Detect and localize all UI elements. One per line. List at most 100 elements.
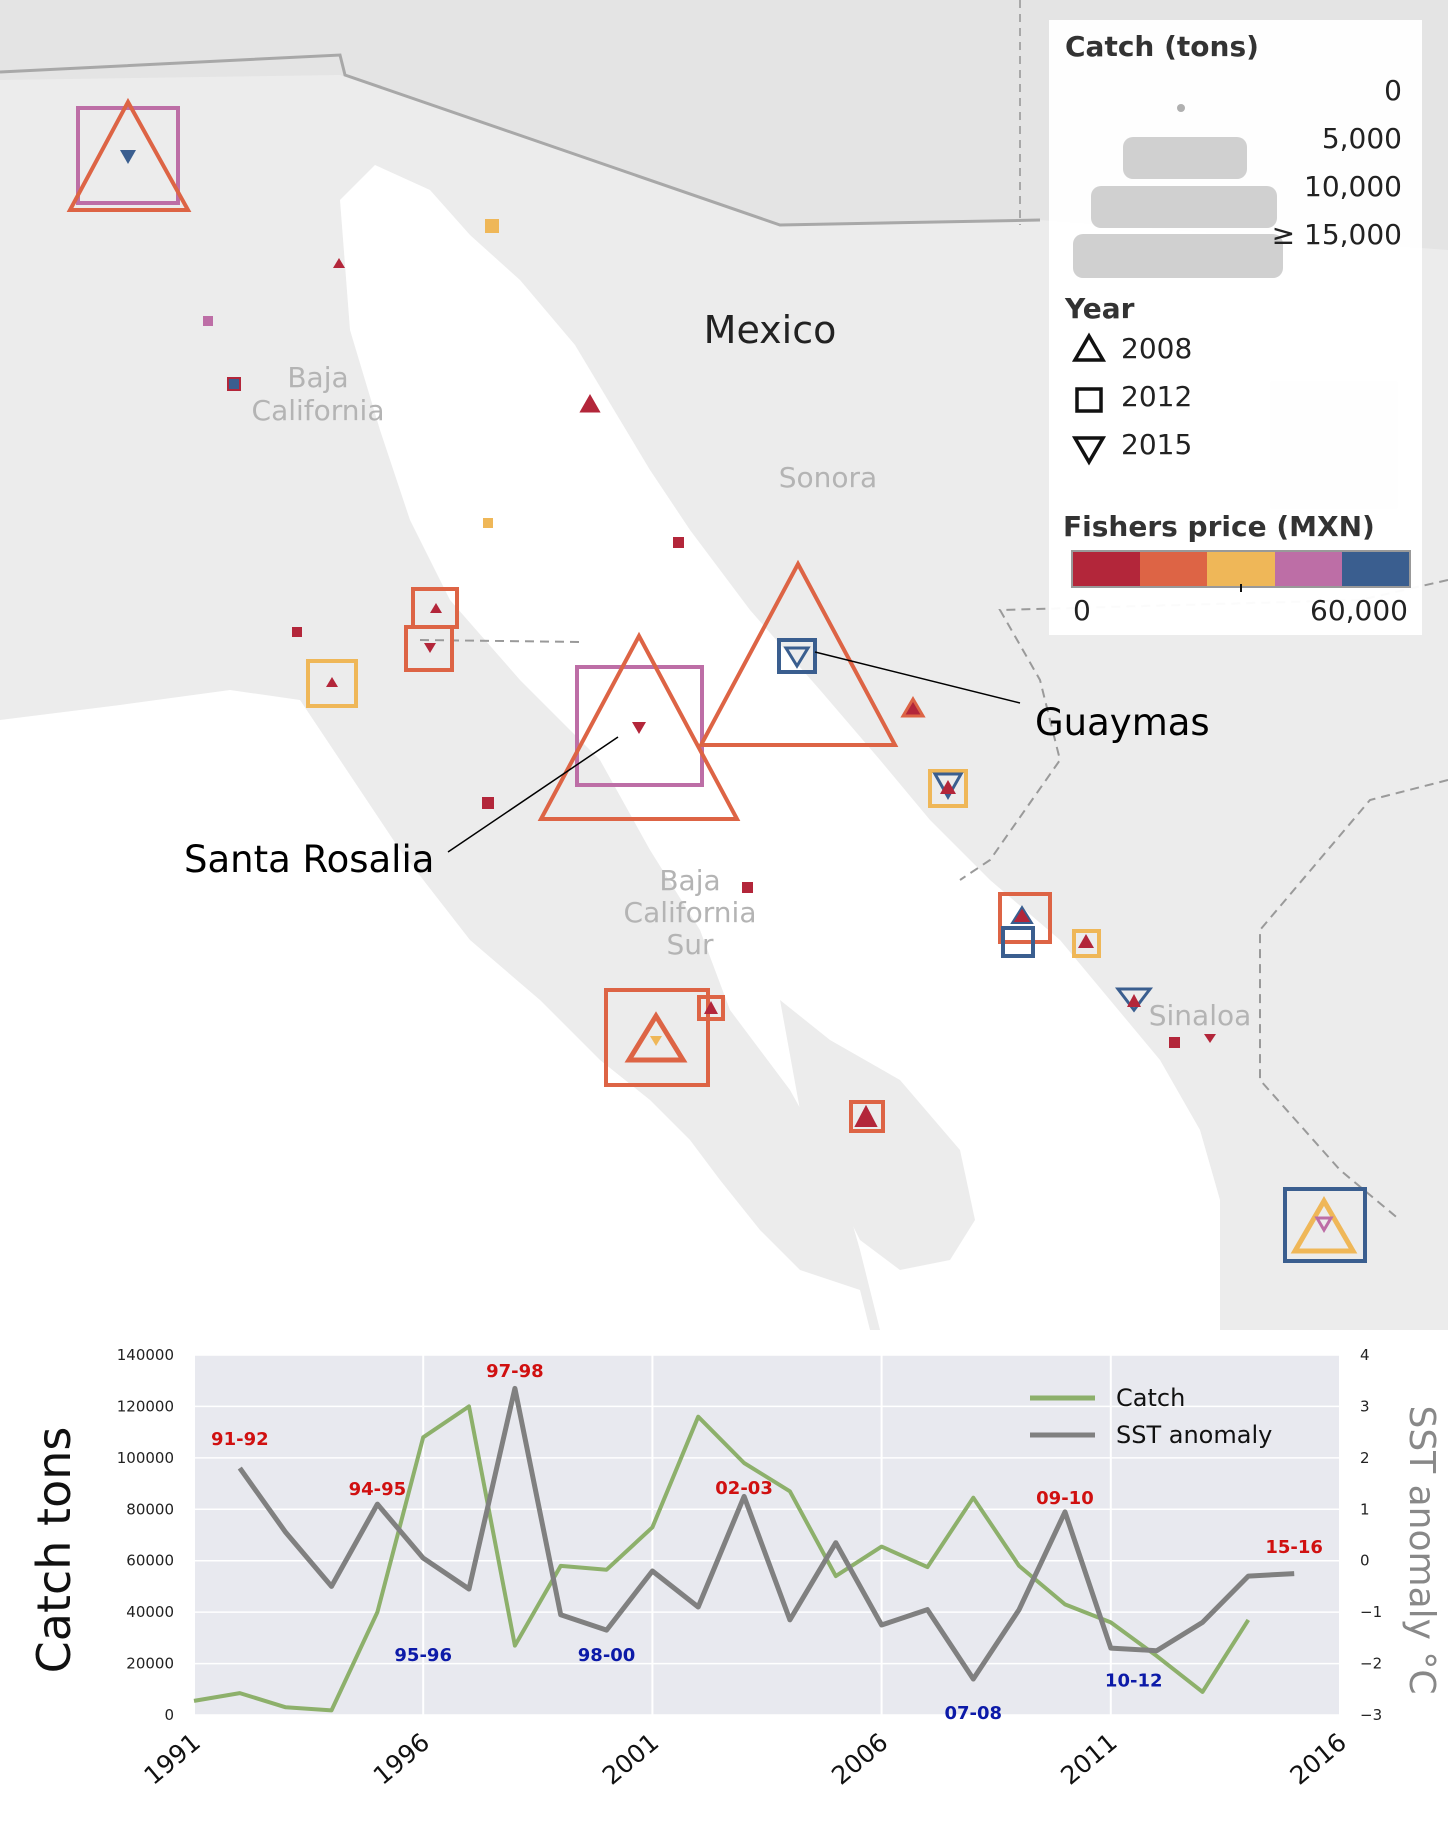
plot-area: [194, 1355, 1340, 1715]
marker-bc-10-2012[interactable]: [306, 659, 358, 708]
legend-year-2008: 2008: [1121, 332, 1193, 365]
marker-se-2015[interactable]: [1314, 1216, 1334, 1233]
period-annotation-0: 91-92: [211, 1429, 269, 1450]
legend-catch-level-15000: ≥ 15,000: [1271, 218, 1402, 251]
legend-price-min: 0: [1073, 594, 1091, 627]
marker-bcs-3-2012[interactable]: [604, 988, 710, 1087]
marker-bc-4[interactable]: [485, 219, 499, 233]
state-border-baja: [419, 639, 581, 643]
legend-catch-title: Catch (tons): [1065, 30, 1259, 63]
santa-rosalia-callout-line: [447, 736, 619, 853]
triangle-up-icon: [1071, 332, 1107, 362]
marker-sinaloa-3-2012[interactable]: [1072, 929, 1101, 958]
marker-bcs-5-2008[interactable]: [854, 1104, 878, 1127]
y-tick-left-1: 20000: [126, 1655, 174, 1673]
region-label-bcs-3: Sur: [666, 928, 714, 961]
marker-bc-10-2008[interactable]: [326, 677, 338, 687]
chart-legend: Catch SST anomaly: [1030, 1384, 1272, 1449]
guaymas-label: Guaymas: [1035, 701, 1210, 744]
marker-se-2012[interactable]: [1283, 1187, 1367, 1263]
marker-nw-2015[interactable]: [120, 150, 136, 164]
marker-sonora-3-2008[interactable]: [940, 780, 956, 794]
y-axis-label-left: Catch tons: [27, 1427, 81, 1674]
marker-santa-rosalia-2008[interactable]: [537, 631, 741, 821]
marker-bcs-4-2012[interactable]: [697, 995, 725, 1021]
marker-sinaloa-5[interactable]: [1169, 1037, 1180, 1048]
marker-santa-rosalia-2012[interactable]: [575, 665, 704, 787]
y-tick-right-2: 2: [1360, 1449, 1370, 1467]
country-label-mexico: Mexico: [704, 308, 837, 352]
marker-bcs-5-2012[interactable]: [849, 1100, 885, 1133]
price-scale-segment-1: [1140, 552, 1208, 586]
marker-bcs-3-2008[interactable]: [624, 1011, 688, 1063]
price-scale-segment-0: [1073, 552, 1141, 586]
marker-sonora-1[interactable]: [673, 537, 684, 548]
legend-price-max: 60,000: [1310, 594, 1408, 627]
y-tick-left-5: 100000: [117, 1449, 174, 1467]
legend-sst-label: SST anomaly: [1116, 1421, 1272, 1449]
region-label-sonora: Sonora: [779, 461, 877, 494]
marker-sinaloa-4-2008[interactable]: [1127, 994, 1141, 1007]
legend-year-title: Year: [1065, 292, 1135, 325]
marker-sonora-3-2012[interactable]: [928, 769, 968, 808]
legend-catch-level-10000: 10,000: [1304, 170, 1402, 203]
marker-bcs-4-2008[interactable]: [704, 1001, 718, 1014]
catch-sst-chart: 91-92 94-95 97-98 02-03 09-10 15-16 95-96 98-00…: [27, 1346, 1442, 1790]
marker-bc-5[interactable]: [579, 393, 601, 413]
period-annotation-9: 10-12: [1105, 1671, 1163, 1692]
legend-catch-15000: [1073, 234, 1283, 278]
marker-bcs-2[interactable]: [742, 882, 753, 893]
marker-bc-1[interactable]: [203, 316, 213, 326]
marker-guaymas-2008[interactable]: [697, 559, 899, 747]
marker-sinaloa-2-2012[interactable]: [1001, 926, 1035, 958]
marker-bc-9-2012[interactable]: [404, 625, 454, 672]
pacific-ocean: [0, 690, 870, 1330]
region-label-bcs-1: Baja: [659, 864, 720, 897]
region-label-bcs-2: California: [624, 896, 757, 929]
legend-price-tick: [1240, 584, 1242, 592]
marker-nw-2008[interactable]: [66, 97, 192, 212]
legend-catch-10000: [1091, 186, 1277, 228]
legend-year-symbols: [1071, 332, 1107, 466]
price-scale-segment-2: [1207, 552, 1275, 586]
marker-sonora-2[interactable]: [900, 696, 926, 718]
marker-guaymas-2015[interactable]: [783, 646, 811, 669]
marker-se-2008[interactable]: [1290, 1196, 1358, 1254]
marker-bc-3[interactable]: [333, 258, 345, 268]
map-panel: Baja California Sonora Baja California S…: [0, 0, 1448, 1330]
chart-panel: 91-92 94-95 97-98 02-03 09-10 15-16 95-96 98-00…: [0, 1330, 1448, 1821]
marker-santa-rosalia-2015[interactable]: [632, 722, 646, 734]
marker-nw-2012[interactable]: [76, 106, 180, 205]
marker-guaymas-2012[interactable]: [777, 638, 817, 674]
x-tick-2: 2001: [597, 1727, 664, 1790]
marker-sinaloa-1-2012[interactable]: [998, 892, 1052, 944]
y-tick-right-5: −1: [1360, 1603, 1382, 1621]
marker-bc-2[interactable]: [227, 377, 241, 391]
marker-bc-6[interactable]: [483, 518, 493, 528]
marker-sonora-3-2015[interactable]: [932, 772, 964, 801]
marker-sinaloa-6[interactable]: [1204, 1034, 1216, 1043]
catch-markers: [66, 97, 1367, 1263]
marker-bc-9-2015[interactable]: [424, 643, 436, 653]
legend-catch-dot: [1177, 104, 1185, 112]
legend-year-2015: 2015: [1121, 428, 1193, 461]
region-label-sinaloa: Sinaloa: [1149, 999, 1252, 1032]
y-tick-left-7: 140000: [117, 1346, 174, 1364]
marker-bc-7[interactable]: [292, 627, 302, 637]
price-scale-segment-4: [1341, 552, 1410, 586]
marker-bcs-1[interactable]: [482, 797, 494, 809]
y-tick-right-0: 4: [1360, 1346, 1370, 1364]
legend-catch-symbols: [1073, 104, 1283, 278]
y-tick-left-6: 120000: [117, 1397, 174, 1415]
x-tick-4: 2011: [1055, 1727, 1122, 1790]
marker-sinaloa-1-2008[interactable]: [1010, 905, 1034, 924]
legend-catch-5000: [1123, 137, 1247, 179]
period-annotation-5: 15-16: [1265, 1537, 1323, 1558]
marker-bc-8-2008[interactable]: [430, 603, 442, 613]
state-border-sinaloa-durango: [1259, 779, 1448, 1221]
period-annotation-3: 02-03: [715, 1478, 773, 1499]
marker-sinaloa-4-2015[interactable]: [1114, 987, 1154, 1013]
marker-sinaloa-3-2008[interactable]: [1078, 934, 1094, 948]
y-axis-label-right: SST anomaly °C: [1401, 1405, 1442, 1694]
marker-bcs-3-2015[interactable]: [650, 1036, 662, 1046]
